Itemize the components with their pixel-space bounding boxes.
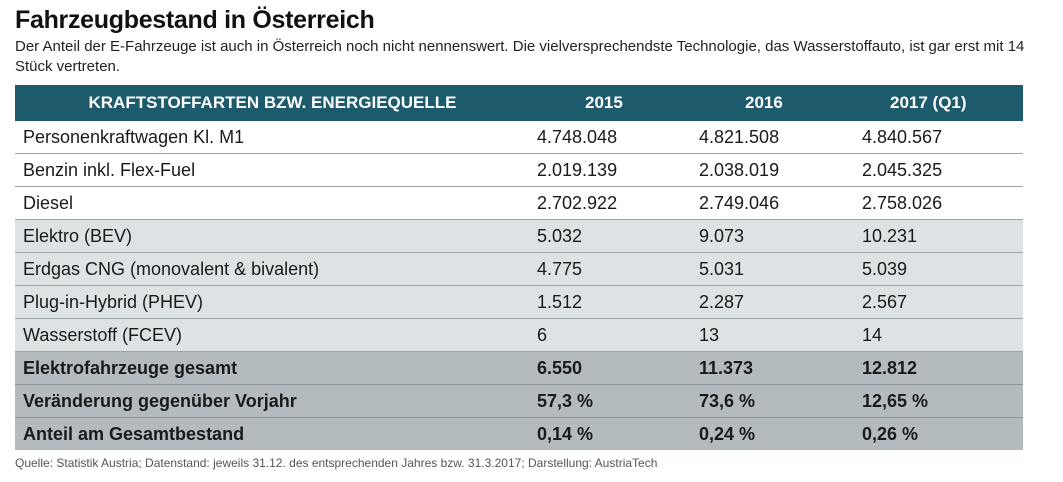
row-label: Wasserstoff (FCEV) bbox=[15, 318, 530, 352]
row-label: Anteil am Gesamtbestand bbox=[15, 417, 530, 450]
cell-2017-q1: 10.231 bbox=[855, 219, 1023, 253]
cell-2016: 5.031 bbox=[692, 252, 855, 286]
subtitle: Der Anteil der E-Fahrzeuge ist auch in Ö… bbox=[15, 38, 1025, 75]
page-title: Fahrzeugbestand in Österreich bbox=[15, 6, 375, 34]
table-row-summary: Anteil am Gesamtbestand 0,14 % 0,24 % 0,… bbox=[15, 417, 1023, 450]
cell-2015: 6 bbox=[530, 318, 692, 352]
table-row: Personenkraftwagen Kl. M1 4.748.048 4.82… bbox=[15, 121, 1023, 154]
row-label: Personenkraftwagen Kl. M1 bbox=[15, 121, 530, 154]
cell-2015: 1.512 bbox=[530, 285, 692, 319]
cell-2015: 2.019.139 bbox=[530, 153, 692, 187]
cell-2017-q1: 2.758.026 bbox=[855, 186, 1023, 220]
table-header-row: KRAFTSTOFFARTEN BZW. ENERGIEQUELLE 2015 … bbox=[15, 85, 1023, 121]
cell-2017-q1: 4.840.567 bbox=[855, 121, 1023, 154]
table-row: Plug-in-Hybrid (PHEV) 1.512 2.287 2.567 bbox=[15, 285, 1023, 319]
row-label: Veränderung gegenüber Vorjahr bbox=[15, 384, 530, 418]
table-row: Erdgas CNG (monovalent & bivalent) 4.775… bbox=[15, 252, 1023, 286]
cell-2017-q1: 12.812 bbox=[855, 351, 1023, 385]
cell-2016: 9.073 bbox=[692, 219, 855, 253]
cell-2017-q1: 14 bbox=[855, 318, 1023, 352]
cell-2015: 4.775 bbox=[530, 252, 692, 286]
header-year-2016: 2016 bbox=[692, 85, 855, 121]
cell-2017-q1: 2.045.325 bbox=[855, 153, 1023, 187]
cell-2015: 57,3 % bbox=[530, 384, 692, 418]
table-row: Diesel 2.702.922 2.749.046 2.758.026 bbox=[15, 186, 1023, 220]
cell-2016: 2.038.019 bbox=[692, 153, 855, 187]
header-year-2015: 2015 bbox=[530, 85, 692, 121]
cell-2017-q1: 5.039 bbox=[855, 252, 1023, 286]
row-label: Elektro (BEV) bbox=[15, 219, 530, 253]
cell-2016: 0,24 % bbox=[692, 417, 855, 450]
header-fuel-type: KRAFTSTOFFARTEN BZW. ENERGIEQUELLE bbox=[15, 85, 530, 121]
row-label: Plug-in-Hybrid (PHEV) bbox=[15, 285, 530, 319]
table-row-summary: Elektrofahrzeuge gesamt 6.550 11.373 12.… bbox=[15, 351, 1023, 385]
cell-2015: 0,14 % bbox=[530, 417, 692, 450]
cell-2015: 6.550 bbox=[530, 351, 692, 385]
source-note: Quelle: Statistik Austria; Datenstand: j… bbox=[15, 456, 658, 470]
cell-2016: 11.373 bbox=[692, 351, 855, 385]
cell-2015: 4.748.048 bbox=[530, 121, 692, 154]
cell-2016: 73,6 % bbox=[692, 384, 855, 418]
cell-2016: 2.287 bbox=[692, 285, 855, 319]
header-year-2015-label: 2015 bbox=[585, 93, 623, 112]
cell-2015: 2.702.922 bbox=[530, 186, 692, 220]
row-label: Elektrofahrzeuge gesamt bbox=[15, 351, 530, 385]
row-label: Erdgas CNG (monovalent & bivalent) bbox=[15, 252, 530, 286]
cell-2017-q1: 12,65 % bbox=[855, 384, 1023, 418]
table-row: Wasserstoff (FCEV) 6 13 14 bbox=[15, 318, 1023, 352]
header-year-2016-label: 2016 bbox=[745, 93, 783, 112]
cell-2016: 2.749.046 bbox=[692, 186, 855, 220]
cell-2016: 13 bbox=[692, 318, 855, 352]
table-row: Benzin inkl. Flex-Fuel 2.019.139 2.038.0… bbox=[15, 153, 1023, 187]
header-year-2017-q1-label: 2017 (Q1) bbox=[890, 93, 967, 112]
vehicle-stock-table: KRAFTSTOFFARTEN BZW. ENERGIEQUELLE 2015 … bbox=[15, 85, 1023, 450]
cell-2015: 5.032 bbox=[530, 219, 692, 253]
header-year-2017-q1: 2017 (Q1) bbox=[855, 85, 1023, 121]
row-label: Benzin inkl. Flex-Fuel bbox=[15, 153, 530, 187]
row-label: Diesel bbox=[15, 186, 530, 220]
cell-2017-q1: 0,26 % bbox=[855, 417, 1023, 450]
cell-2017-q1: 2.567 bbox=[855, 285, 1023, 319]
cell-2016: 4.821.508 bbox=[692, 121, 855, 154]
table-row-summary: Veränderung gegenüber Vorjahr 57,3 % 73,… bbox=[15, 384, 1023, 418]
table-row: Elektro (BEV) 5.032 9.073 10.231 bbox=[15, 219, 1023, 253]
